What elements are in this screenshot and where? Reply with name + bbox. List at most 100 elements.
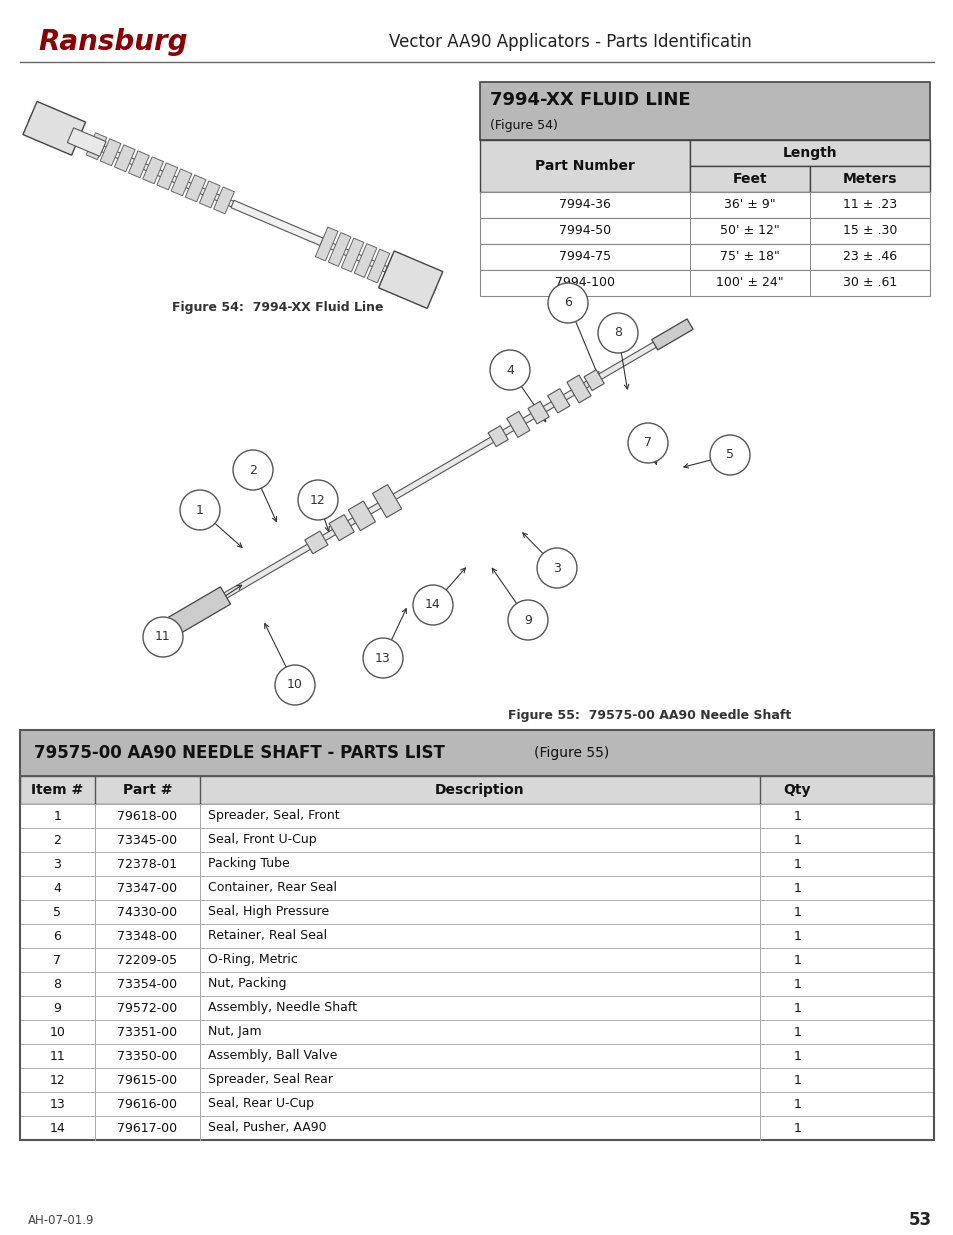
Polygon shape (68, 128, 106, 157)
Polygon shape (328, 232, 351, 267)
Circle shape (709, 435, 749, 475)
Text: 7: 7 (53, 953, 61, 967)
Text: 10: 10 (50, 1025, 66, 1039)
Text: 14: 14 (50, 1121, 66, 1135)
Text: Seal, Rear U-Cup: Seal, Rear U-Cup (208, 1098, 314, 1110)
Text: 1: 1 (793, 1025, 801, 1039)
Polygon shape (506, 411, 530, 437)
Polygon shape (367, 249, 390, 283)
Text: 1: 1 (793, 953, 801, 967)
Circle shape (537, 548, 577, 588)
Text: 79618-00: 79618-00 (117, 809, 177, 823)
Text: 8: 8 (614, 326, 621, 340)
Text: Description: Description (435, 783, 524, 797)
Polygon shape (547, 389, 569, 412)
Polygon shape (393, 261, 416, 294)
FancyBboxPatch shape (20, 827, 933, 852)
Text: 7: 7 (643, 436, 651, 450)
Text: 79572-00: 79572-00 (117, 1002, 177, 1014)
Text: 72378-01: 72378-01 (117, 857, 177, 871)
Polygon shape (173, 327, 680, 627)
Text: 1: 1 (793, 834, 801, 846)
Polygon shape (86, 132, 107, 159)
Text: Ransburg: Ransburg (38, 28, 188, 56)
Text: O-Ring, Metric: O-Ring, Metric (208, 953, 297, 967)
Text: Seal, Front U-Cup: Seal, Front U-Cup (208, 834, 316, 846)
FancyBboxPatch shape (20, 1092, 933, 1116)
Polygon shape (488, 426, 508, 447)
Text: 72209-05: 72209-05 (117, 953, 177, 967)
Text: 1: 1 (793, 905, 801, 919)
Text: Assembly, Ball Valve: Assembly, Ball Valve (208, 1050, 337, 1062)
FancyBboxPatch shape (20, 1068, 933, 1092)
Text: 6: 6 (563, 296, 572, 310)
Text: Figure 55:  79575-00 AA90 Needle Shaft: Figure 55: 79575-00 AA90 Needle Shaft (507, 709, 790, 721)
Text: Figure 54:  7994-XX Fluid Line: Figure 54: 7994-XX Fluid Line (172, 301, 383, 315)
Text: 53: 53 (907, 1212, 930, 1229)
Text: 3: 3 (553, 562, 560, 574)
Text: 1: 1 (793, 882, 801, 894)
Text: 1: 1 (793, 809, 801, 823)
Text: 75' ± 18": 75' ± 18" (720, 251, 780, 263)
FancyBboxPatch shape (20, 972, 933, 995)
Circle shape (413, 585, 453, 625)
Text: 5: 5 (725, 448, 733, 462)
Text: 23 ± .46: 23 ± .46 (842, 251, 896, 263)
Text: 73345-00: 73345-00 (117, 834, 177, 846)
Text: 1: 1 (793, 977, 801, 990)
Text: 1: 1 (53, 809, 61, 823)
Polygon shape (527, 401, 549, 424)
Circle shape (507, 600, 547, 640)
Text: 12: 12 (50, 1073, 66, 1087)
FancyBboxPatch shape (689, 140, 929, 165)
Text: Feet: Feet (732, 172, 766, 186)
FancyBboxPatch shape (20, 876, 933, 900)
FancyBboxPatch shape (20, 900, 933, 924)
Polygon shape (199, 180, 220, 207)
Text: Container, Rear Seal: Container, Rear Seal (208, 882, 336, 894)
Text: 11: 11 (155, 631, 171, 643)
Text: 74330-00: 74330-00 (117, 905, 177, 919)
FancyBboxPatch shape (689, 165, 809, 191)
Polygon shape (354, 243, 376, 278)
FancyBboxPatch shape (20, 948, 933, 972)
Text: Assembly, Needle Shaft: Assembly, Needle Shaft (208, 1002, 356, 1014)
Text: 1: 1 (793, 857, 801, 871)
Text: Spreader, Seal Rear: Spreader, Seal Rear (208, 1073, 333, 1087)
Text: Meters: Meters (841, 172, 897, 186)
Text: 9: 9 (523, 614, 532, 626)
Polygon shape (566, 375, 591, 403)
Circle shape (233, 450, 273, 490)
Polygon shape (348, 501, 375, 531)
Text: 73354-00: 73354-00 (117, 977, 177, 990)
Text: Packing Tube: Packing Tube (208, 857, 290, 871)
Text: 2: 2 (53, 834, 61, 846)
Text: 73348-00: 73348-00 (117, 930, 177, 942)
Text: 79617-00: 79617-00 (117, 1121, 177, 1135)
Text: 1: 1 (793, 1073, 801, 1087)
Text: 5: 5 (53, 905, 61, 919)
FancyBboxPatch shape (20, 804, 933, 827)
FancyBboxPatch shape (479, 270, 929, 296)
Text: (Figure 55): (Figure 55) (534, 746, 609, 760)
Text: 4: 4 (53, 882, 61, 894)
Text: Seal, Pusher, AA90: Seal, Pusher, AA90 (208, 1121, 326, 1135)
FancyBboxPatch shape (20, 924, 933, 948)
Text: 30 ± .61: 30 ± .61 (842, 277, 896, 289)
Polygon shape (145, 587, 231, 648)
Text: (Figure 54): (Figure 54) (490, 120, 558, 132)
FancyBboxPatch shape (20, 1044, 933, 1068)
FancyBboxPatch shape (479, 140, 689, 191)
Polygon shape (171, 169, 192, 196)
Circle shape (490, 350, 530, 390)
Text: 1: 1 (793, 1121, 801, 1135)
Text: 12: 12 (310, 494, 326, 506)
FancyBboxPatch shape (20, 852, 933, 876)
Text: 7994-50: 7994-50 (558, 225, 611, 237)
Text: 7994-XX FLUID LINE: 7994-XX FLUID LINE (490, 91, 690, 109)
Polygon shape (23, 101, 86, 156)
Text: Qty: Qty (783, 783, 810, 797)
Text: Vector AA90 Applicators - Parts Identificatin: Vector AA90 Applicators - Parts Identifi… (388, 33, 751, 51)
Polygon shape (651, 319, 693, 350)
Polygon shape (304, 531, 328, 553)
